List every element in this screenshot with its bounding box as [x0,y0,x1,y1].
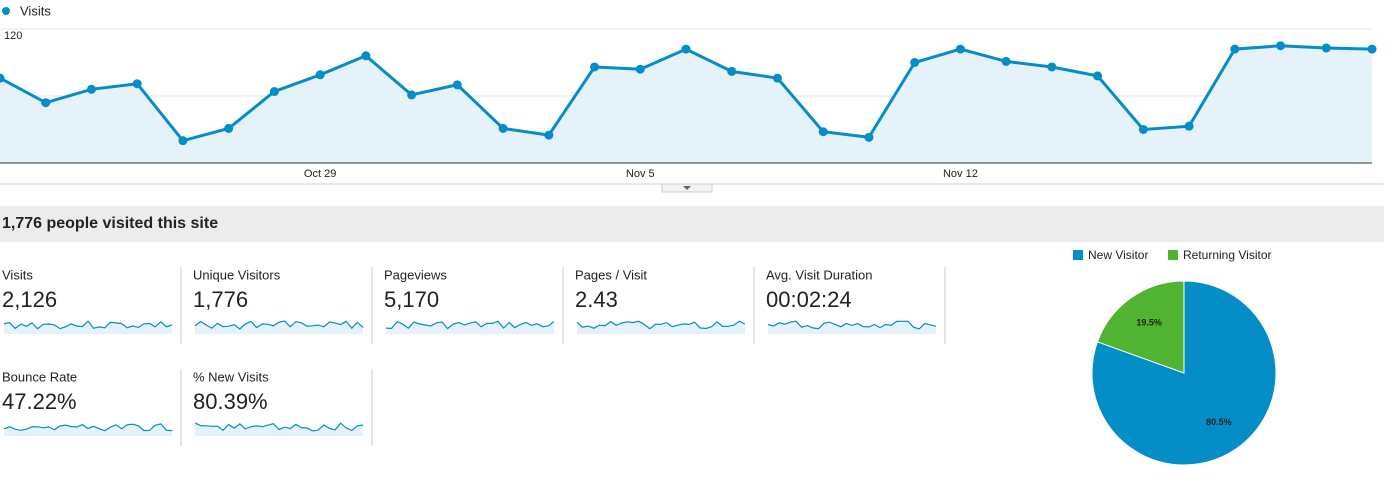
legend-marker [2,7,10,15]
point [452,80,462,90]
point [1093,71,1103,81]
point [727,66,737,76]
point [178,136,188,146]
point [1184,121,1194,131]
sparkline-area [386,321,554,334]
sparkline-area [768,321,936,334]
point [1321,43,1331,53]
sparkline-area [4,321,172,334]
legend-label: Returning Visitor [1183,248,1272,262]
point [224,123,234,133]
point [818,127,828,137]
legend-label: Visits [20,3,51,18]
sparkline [385,320,555,330]
point [1001,56,1011,66]
slice-label: 19.5% [1136,318,1162,328]
point [1047,62,1057,72]
point [544,130,554,140]
sparkline-area [195,321,363,334]
metric-value: 47.22% [2,389,77,414]
sparkline [194,320,364,330]
sparkline [576,320,746,330]
point [0,73,5,83]
metric-label: Visits [2,267,33,282]
sparkline [767,320,937,330]
point [41,98,51,108]
area [0,45,1372,163]
point [864,132,874,142]
point [955,44,965,54]
point [910,58,920,67]
metric-value: 2.43 [575,287,618,312]
x-tick-label: Nov 5 [626,168,655,180]
point [132,79,142,89]
metric-value: 80.39% [193,389,268,414]
collapse-arrow [683,186,691,190]
metric-label: % New Visits [193,369,269,384]
legend-label: New Visitor [1088,248,1148,262]
sparkline [3,320,173,330]
sparkline-area [577,321,745,334]
x-tick-label: Oct 29 [304,168,336,180]
pie-slice [1096,280,1185,374]
metric-value: 5,170 [384,287,439,312]
pie-slice [1091,280,1277,466]
point [315,70,325,80]
point [361,51,371,61]
metric-label: Pageviews [384,267,447,282]
point [1138,125,1148,134]
point [269,87,279,97]
metric-label: Bounce Rate [2,369,77,384]
point [590,62,600,72]
legend-marker [1073,250,1083,260]
point [1230,44,1240,54]
headline-band [0,206,1384,242]
point [1367,44,1377,54]
metric-value: 1,776 [193,287,248,312]
metric-value: 00:02:24 [766,287,852,312]
slice-label: 80.5% [1206,417,1232,427]
point [498,123,508,133]
sparkline-area [4,423,172,436]
point [1276,41,1286,51]
point [635,64,645,74]
point [772,73,782,83]
point [681,44,691,54]
metric-label: Avg. Visit Duration [766,267,872,282]
point [407,90,417,100]
metric-label: Pages / Visit [575,267,647,282]
headline: 1,776 people visited this site [2,215,218,232]
legend-marker [1168,250,1178,260]
sparkline [3,423,173,432]
x-tick-label: Nov 12 [943,168,978,180]
y-tick-label: 120 [4,30,22,42]
sparkline [194,422,364,432]
point [86,84,96,94]
metric-label: Unique Visitors [193,267,281,282]
metric-value: 2,126 [2,287,57,312]
